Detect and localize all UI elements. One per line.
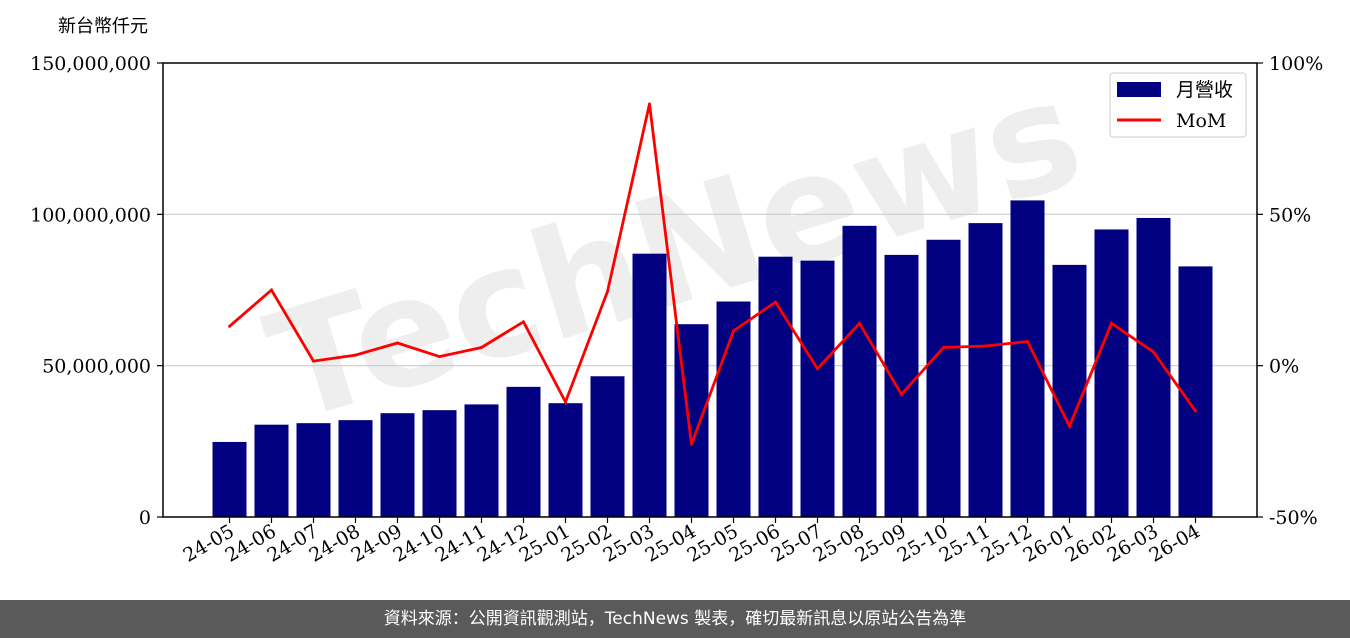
- revenue-bar: [884, 254, 919, 517]
- source-footer: 資料來源：公開資訊觀測站，TechNews 製表，確切最新訊息以原站公告為準: [0, 600, 1350, 638]
- mom-point: [1110, 321, 1113, 325]
- y-left-tick-label: 100,000,000: [30, 204, 151, 226]
- mom-point: [900, 393, 903, 396]
- mom-point: [606, 290, 609, 293]
- mom-point: [1152, 350, 1155, 354]
- mom-point: [270, 288, 273, 292]
- mom-point: [564, 400, 567, 404]
- revenue-bar: [590, 376, 625, 517]
- y-right-tick-label: 100%: [1269, 53, 1323, 75]
- y-right-tick-label: 50%: [1269, 204, 1311, 226]
- revenue-bar: [1094, 229, 1129, 517]
- mom-point: [396, 341, 399, 345]
- y-left-tick-label: 0: [139, 507, 151, 529]
- revenue-bar: [716, 301, 751, 517]
- mom-line: [228, 103, 1197, 445]
- mom-point: [1194, 409, 1197, 413]
- legend: 月營收 MoM: [1109, 72, 1247, 138]
- y-left-tick-label: 150,000,000: [30, 53, 151, 75]
- legend-label-revenue: 月營收: [1176, 79, 1233, 101]
- revenue-bar: [212, 441, 247, 517]
- y-right-tick-label: 0%: [1269, 356, 1299, 378]
- mom-line-series: [228, 102, 1197, 446]
- mom-point: [354, 353, 357, 357]
- revenue-bar: [464, 404, 499, 517]
- revenue-bar: [632, 253, 667, 517]
- revenue-bar: [254, 424, 289, 517]
- legend-swatch-revenue: [1117, 82, 1161, 97]
- revenue-bar: [842, 225, 877, 518]
- revenue-bar: [296, 423, 331, 517]
- revenue-bars: [212, 200, 1213, 518]
- mom-point: [942, 346, 945, 349]
- revenue-bar: [1010, 200, 1045, 518]
- mom-point: [732, 329, 735, 333]
- y-right-tick-label: -50%: [1269, 507, 1318, 529]
- revenue-bar: [380, 413, 415, 517]
- mom-point: [984, 344, 987, 348]
- mom-point: [774, 300, 777, 304]
- mom-point: [480, 346, 483, 349]
- mom-point: [690, 442, 693, 446]
- revenue-bar: [758, 256, 793, 517]
- mom-point: [228, 324, 231, 328]
- mom-point: [522, 320, 525, 324]
- chart-svg: TechNews 050,000,000100,000,000150,000,0…: [30, 16, 1323, 567]
- revenue-bar: [548, 403, 583, 517]
- revenue-bar: [422, 410, 457, 517]
- revenue-bar: [506, 386, 541, 517]
- revenue-bar: [926, 239, 961, 518]
- revenue-bar: [1178, 266, 1213, 517]
- mom-point: [1068, 424, 1071, 428]
- mom-point: [648, 102, 651, 106]
- y-left-tick-label: 50,000,000: [42, 356, 151, 378]
- revenue-bar: [1052, 264, 1087, 517]
- y-axis-label: 新台幣仟元: [58, 16, 148, 37]
- legend-label-mom: MoM: [1176, 110, 1226, 132]
- mom-point: [312, 359, 315, 363]
- plot-frame: [162, 62, 1258, 518]
- revenue-bar: [338, 420, 373, 517]
- mom-point: [438, 355, 441, 358]
- mom-point: [816, 367, 819, 371]
- mom-point: [1026, 340, 1029, 343]
- revenue-bar: [968, 223, 1003, 518]
- revenue-bar: [800, 260, 835, 517]
- mom-point: [858, 321, 861, 325]
